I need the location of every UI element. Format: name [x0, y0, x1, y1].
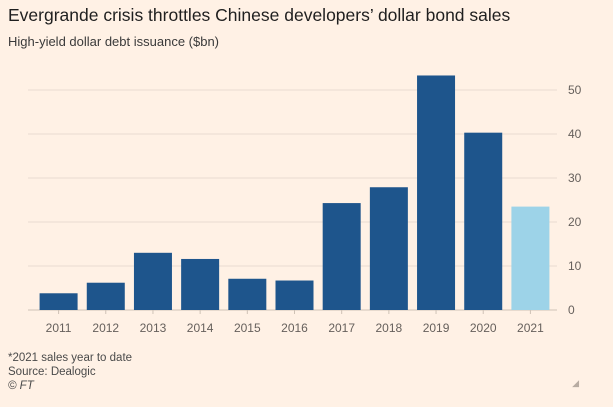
bar-2012	[86, 282, 125, 310]
bar-2020	[464, 132, 503, 310]
x-tick-label: 2014	[187, 321, 214, 335]
chart-subtitle: High-yield dollar debt issuance ($bn)	[8, 34, 220, 49]
y-tick-label: 0	[568, 303, 575, 317]
x-tick-label: 2011	[46, 321, 72, 335]
x-tick-label: 2013	[140, 321, 167, 335]
y-tick-label: 50	[568, 83, 582, 97]
x-tick-labels: 2011 2012 2013 2014 2015 2016 2017 2018 2019 2020…	[46, 310, 544, 335]
y-tick-label: 40	[568, 127, 582, 141]
bar-2021	[511, 206, 550, 310]
bar-2016	[275, 280, 314, 310]
bars	[39, 75, 550, 310]
x-tick-label: 2016	[281, 321, 308, 335]
ft-credit: © FT	[8, 380, 34, 392]
bar-2015	[228, 278, 267, 310]
x-tick-label: 2018	[376, 321, 403, 335]
x-tick-label: 2021	[517, 321, 544, 335]
x-tick-label: 2015	[234, 321, 261, 335]
bar-2017	[322, 203, 361, 310]
x-tick-label: 2017	[328, 321, 355, 335]
chart-footer: *2021 sales year to date Source: Dealogi…	[8, 351, 132, 393]
x-tick-label: 2012	[92, 321, 119, 335]
y-tick-label: 30	[568, 171, 582, 185]
x-tick-label: 2019	[423, 321, 450, 335]
y-tick-label: 20	[568, 215, 582, 229]
bar-2019	[417, 75, 456, 310]
y-tick-labels: 0 10 20 30 40 50	[568, 83, 582, 317]
x-tick-label: 2020	[470, 321, 497, 335]
bar-2018	[369, 187, 408, 310]
resize-handle-icon: ◢	[572, 378, 579, 388]
bar-2014	[181, 258, 220, 310]
footnote: *2021 sales year to date	[8, 352, 133, 364]
bar-2013	[133, 252, 172, 310]
chart-title: Evergrande crisis throttles Chinese deve…	[8, 5, 511, 25]
source-note: Source: Dealogic	[8, 366, 96, 378]
y-tick-label: 10	[568, 259, 582, 273]
bar-2011	[39, 293, 78, 310]
